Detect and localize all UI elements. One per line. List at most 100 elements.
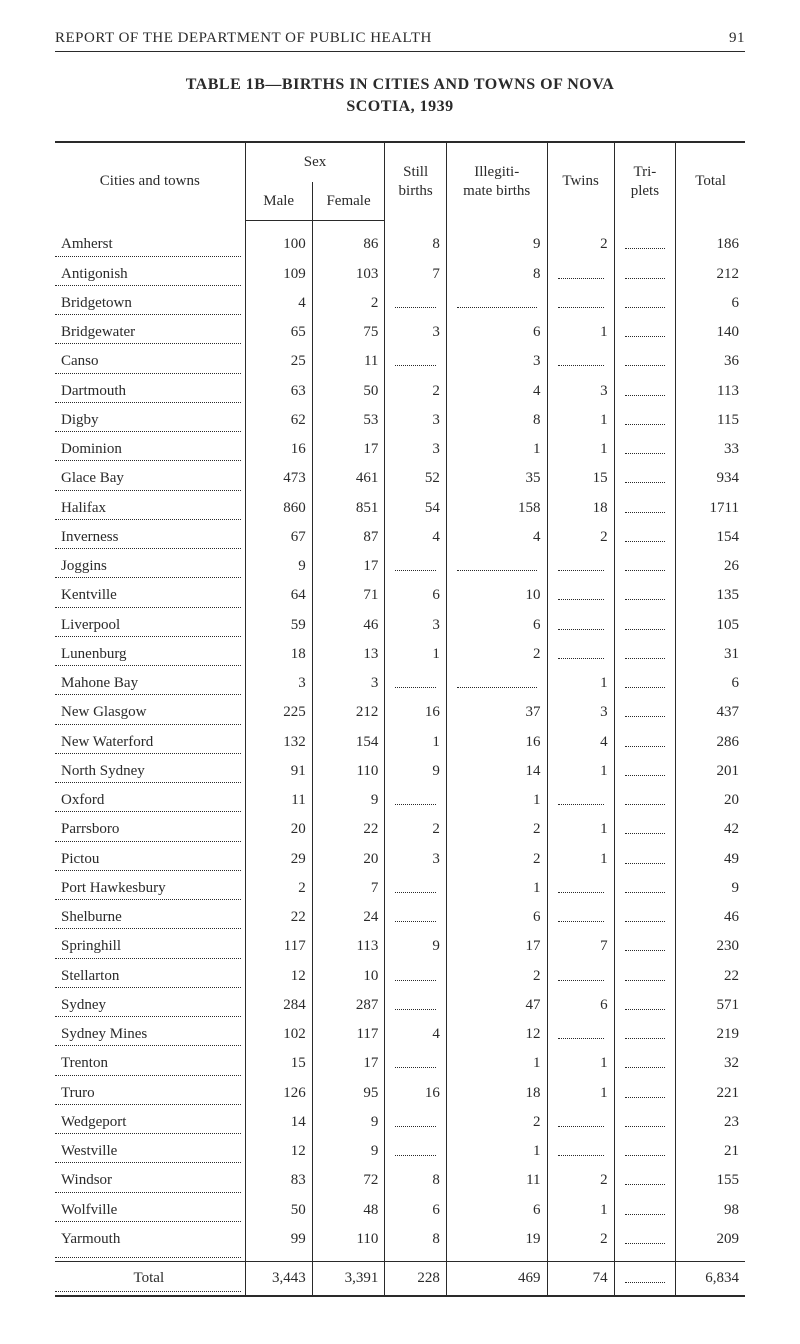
cell-triplets — [614, 903, 676, 932]
cell-twins: 18 — [547, 494, 614, 523]
empty-fill — [621, 442, 670, 457]
empty-fill — [621, 1027, 670, 1042]
cell-twins — [547, 640, 614, 669]
city-cell: Lunenburg — [55, 640, 245, 669]
empty-fill — [621, 237, 670, 252]
total-triplets-fill — [621, 1271, 670, 1286]
cell-triplets — [614, 728, 676, 757]
table-row: Inverness6787442154 — [55, 523, 745, 552]
cell-male: 65 — [245, 318, 312, 347]
cell-total: 186 — [676, 221, 745, 260]
cell-female: 86 — [312, 221, 385, 260]
cell-male: 132 — [245, 728, 312, 757]
city-cell: New Glasgow — [55, 698, 245, 727]
cell-twins: 4 — [547, 728, 614, 757]
cell-still — [385, 669, 447, 698]
table-body: Amherst10086892186Antigonish10910378212B… — [55, 221, 745, 1262]
cell-still: 2 — [385, 377, 447, 406]
table-row: Bridgewater6575361140 — [55, 318, 745, 347]
cell-triplets — [614, 786, 676, 815]
cell-female: 17 — [312, 1049, 385, 1078]
city-cell: Antigonish — [55, 260, 245, 289]
table-row: Port Hawkesbury2719 — [55, 874, 745, 903]
city-label: Shelburne — [61, 909, 124, 925]
city-label: Pictou — [61, 851, 101, 867]
cell-female: 110 — [312, 1225, 385, 1262]
empty-fill — [621, 501, 670, 516]
city-cell: Port Hawkesbury — [55, 874, 245, 903]
empty-fill — [391, 296, 440, 311]
cell-total: 286 — [676, 728, 745, 757]
city-label: Antigonish — [61, 266, 130, 282]
cell-triplets — [614, 698, 676, 727]
city-cell: Inverness — [55, 523, 245, 552]
empty-fill — [621, 530, 670, 545]
table-row: Sydney Mines102117412219 — [55, 1020, 745, 1049]
cell-male: 126 — [245, 1079, 312, 1108]
cell-triplets — [614, 552, 676, 581]
empty-fill — [621, 384, 670, 399]
table-row: Oxford119120 — [55, 786, 745, 815]
cell-twins — [547, 1020, 614, 1049]
table-row: Wolfville504866198 — [55, 1196, 745, 1225]
cell-female: 9 — [312, 1108, 385, 1137]
empty-fill — [391, 998, 440, 1013]
cell-total: 33 — [676, 435, 745, 464]
cell-illegit: 1 — [446, 874, 547, 903]
cell-still — [385, 1108, 447, 1137]
cell-still — [385, 1137, 447, 1166]
table-row: Wedgeport149223 — [55, 1108, 745, 1137]
col-header-illegit: Illegiti-mate births — [446, 142, 547, 221]
cell-male: 67 — [245, 523, 312, 552]
cell-twins: 1 — [547, 669, 614, 698]
city-label: Joggins — [61, 558, 109, 574]
city-label: Dominion — [61, 441, 124, 457]
cell-male: 20 — [245, 815, 312, 844]
city-cell: Halifax — [55, 494, 245, 523]
cell-still: 6 — [385, 1196, 447, 1225]
cell-triplets — [614, 260, 676, 289]
table-title-line1: TABLE 1B—BIRTHS IN CITIES AND TOWNS OF N… — [186, 76, 615, 93]
cell-still: 16 — [385, 1079, 447, 1108]
city-cell: Wedgeport — [55, 1108, 245, 1137]
empty-fill — [391, 910, 440, 925]
col-header-female: Female — [312, 182, 385, 221]
empty-fill — [554, 559, 608, 574]
cell-total: 23 — [676, 1108, 745, 1137]
cell-triplets — [614, 815, 676, 844]
header-rule — [55, 51, 745, 52]
empty-fill — [391, 1056, 440, 1071]
city-label: New Waterford — [61, 734, 155, 750]
cell-male: 62 — [245, 406, 312, 435]
empty-fill — [621, 1173, 670, 1188]
cell-female: 9 — [312, 1137, 385, 1166]
cell-triplets — [614, 962, 676, 991]
table-row: Trenton15171132 — [55, 1049, 745, 1078]
cell-still: 3 — [385, 318, 447, 347]
cell-total: 437 — [676, 698, 745, 727]
cell-female: 53 — [312, 406, 385, 435]
cell-total: 42 — [676, 815, 745, 844]
empty-fill — [621, 1203, 670, 1218]
city-label: Inverness — [61, 529, 120, 545]
cell-still: 4 — [385, 1020, 447, 1049]
cell-male: 11 — [245, 786, 312, 815]
empty-fill — [554, 296, 608, 311]
city-label: Digby — [61, 412, 101, 428]
cell-illegit: 2 — [446, 845, 547, 874]
total-label: Total — [134, 1270, 167, 1286]
cell-still: 3 — [385, 406, 447, 435]
table-row: Canso2511336 — [55, 347, 745, 376]
city-label: Springhill — [61, 938, 123, 954]
cell-illegit: 47 — [446, 991, 547, 1020]
cell-still: 8 — [385, 221, 447, 260]
cell-female: 110 — [312, 757, 385, 786]
cell-total: 21 — [676, 1137, 745, 1166]
cell-total: 135 — [676, 581, 745, 610]
table-title-line2: SCOTIA, 1939 — [346, 98, 453, 115]
cell-still — [385, 347, 447, 376]
cell-still — [385, 991, 447, 1020]
cell-illegit: 3 — [446, 347, 547, 376]
empty-fill — [453, 676, 541, 691]
cell-twins — [547, 552, 614, 581]
